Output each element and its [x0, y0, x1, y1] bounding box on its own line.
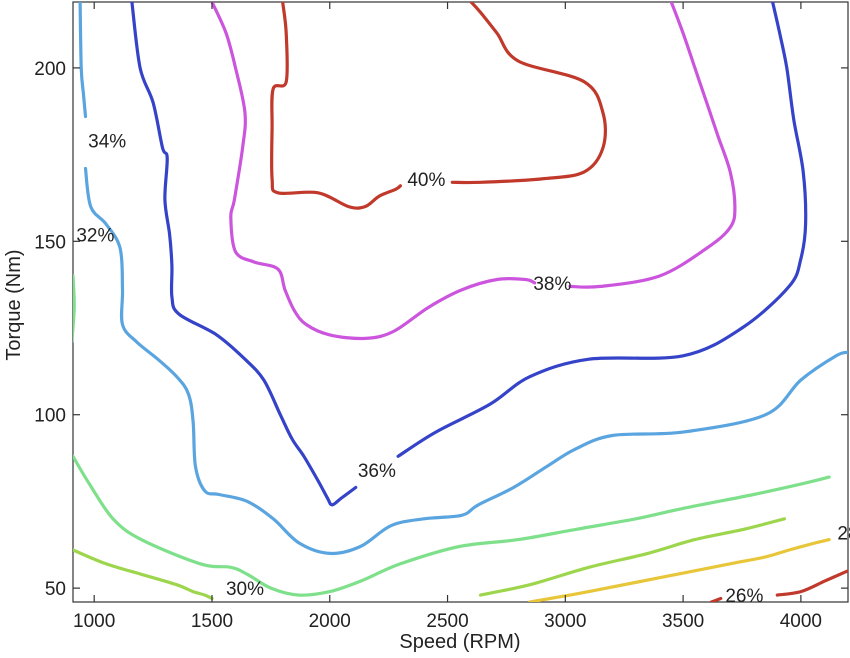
contour-label-40pct: 40%: [407, 170, 445, 191]
contour-label-36pct: 36%: [358, 461, 396, 482]
contour-line-34pct: [78, 2, 88, 119]
contour-line-38pct-b: [568, 2, 737, 289]
contour-line-32pct-b: [73, 454, 831, 597]
y-tick-label: 50: [45, 579, 66, 600]
contour-line-36pct-b: [396, 2, 808, 458]
contour-line-30pct-b: [478, 517, 786, 597]
contour-line-26pct: [709, 596, 723, 602]
plot-area: [72, 1, 849, 603]
contour-line-26pct-b: [775, 569, 848, 597]
contour-line-30pct: [73, 548, 214, 601]
x-tick-label: 4000: [780, 611, 822, 632]
x-tick-label: 1500: [191, 611, 233, 632]
contour-label-26pct: 26%: [725, 586, 763, 607]
contour-line-40pct-b: [450, 2, 607, 185]
x-tick-label: 2500: [426, 611, 468, 632]
x-tick-label: 2000: [309, 611, 351, 632]
x-tick-label: 3000: [544, 611, 586, 632]
y-axis-ticks: 50 100 150 200: [34, 59, 848, 600]
y-axis-label: Torque (Nm): [3, 249, 25, 360]
x-axis-label: Speed (RPM): [399, 631, 520, 653]
contour-lines: [73, 2, 848, 602]
x-axis-ticks: 1000 1500 2000 2500 3000 3500 4000: [73, 2, 822, 632]
contour-line-36pct: [130, 2, 358, 507]
contour-labels: 40% 38% 36% 34% 32% 30% 28 26%: [76, 132, 850, 607]
contour-label-38pct: 38%: [533, 274, 571, 295]
contour-line-34pct-b: [83, 166, 848, 556]
contour-label-32pct: 32%: [76, 225, 114, 246]
contour-label-30pct: 30%: [226, 579, 264, 600]
y-tick-label: 200: [34, 59, 66, 80]
contour-line-38pct: [210, 2, 537, 341]
y-tick-label: 100: [34, 406, 66, 427]
contour-label-28pct: 28: [837, 524, 850, 545]
contour-line-32pct: [73, 274, 76, 343]
contour-line-28pct: [528, 538, 831, 602]
contour-line-40pct: [270, 2, 402, 210]
contour-label-34pct: 34%: [88, 132, 126, 153]
y-tick-label: 150: [34, 232, 66, 253]
x-tick-label: 3500: [662, 611, 704, 632]
x-tick-label: 1000: [73, 611, 115, 632]
